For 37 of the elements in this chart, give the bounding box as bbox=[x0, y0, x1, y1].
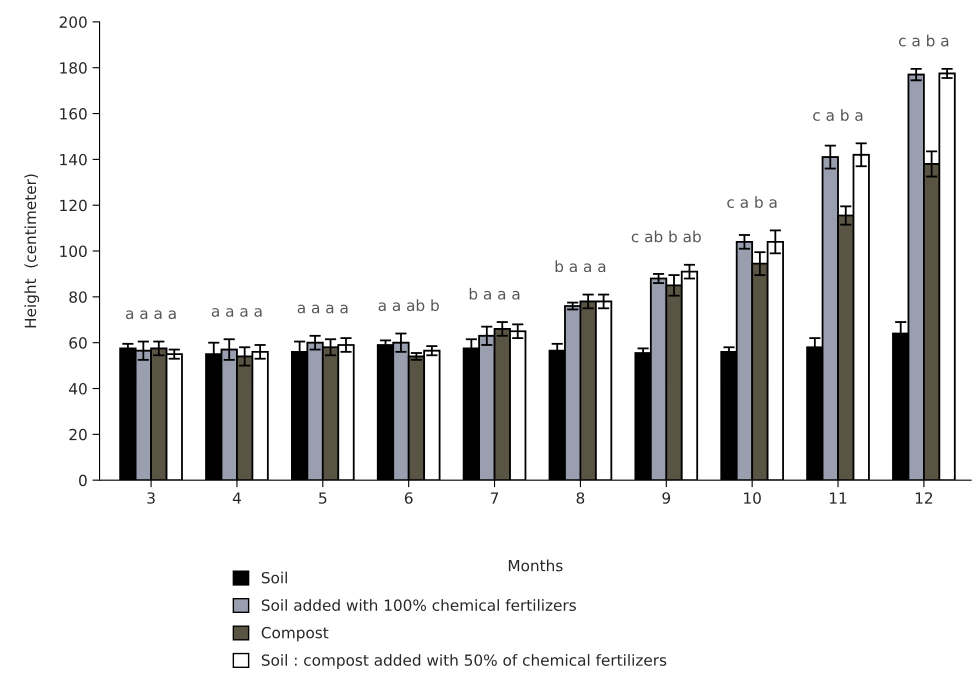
x-tick-label: 9 bbox=[662, 492, 670, 504]
y-tick-label: 60 bbox=[69, 337, 87, 349]
y-tick-label: 180 bbox=[60, 62, 87, 74]
y-tick-label: 160 bbox=[60, 108, 87, 120]
x-tick-label: 7 bbox=[490, 492, 498, 504]
y-tick-label: 0 bbox=[79, 474, 87, 486]
x-tick-label: 8 bbox=[576, 492, 584, 504]
y-tick-label: 20 bbox=[69, 428, 87, 440]
annotation: c a b a bbox=[727, 196, 776, 208]
annotation: a a a a bbox=[126, 310, 176, 320]
y-tick-label: 200 bbox=[60, 16, 87, 28]
annotation: a a ab b bbox=[378, 299, 439, 312]
annotation: b a a a bbox=[556, 260, 606, 272]
y-axis-title: Height (centimeter) bbox=[24, 174, 40, 328]
annotation: c a b a bbox=[899, 34, 948, 46]
x-tick-label: 10 bbox=[744, 492, 761, 504]
annotation: a a a a bbox=[298, 304, 348, 314]
x-tick-label: 6 bbox=[404, 492, 413, 504]
y-tick-label: 140 bbox=[60, 154, 87, 166]
x-tick-label: 3 bbox=[147, 492, 155, 504]
y-tick-label: 100 bbox=[60, 245, 87, 258]
annotation: a a a a bbox=[212, 308, 262, 317]
legend-label: Soil : compost added with 50% of chemical fertilizers bbox=[262, 654, 666, 669]
y-tick-label: 40 bbox=[69, 382, 87, 395]
x-axis-title: Months bbox=[508, 560, 563, 572]
annotation: c a b a bbox=[813, 109, 862, 121]
annotation: b a a a bbox=[470, 288, 520, 300]
x-tick-label: 4 bbox=[232, 492, 241, 504]
legend-label: Soil bbox=[262, 572, 287, 584]
legend-label: Soil added with 100% chemical fertilizers bbox=[262, 599, 576, 611]
y-tick-label: 80 bbox=[69, 291, 87, 303]
y-tick-label: 120 bbox=[60, 200, 87, 212]
x-tick-label: 12 bbox=[916, 492, 932, 504]
x-tick-label: 5 bbox=[319, 492, 326, 504]
x-tick-label: 11 bbox=[830, 492, 846, 504]
legend-label: Compost bbox=[262, 626, 328, 642]
annotation: c ab b ab bbox=[632, 230, 701, 242]
